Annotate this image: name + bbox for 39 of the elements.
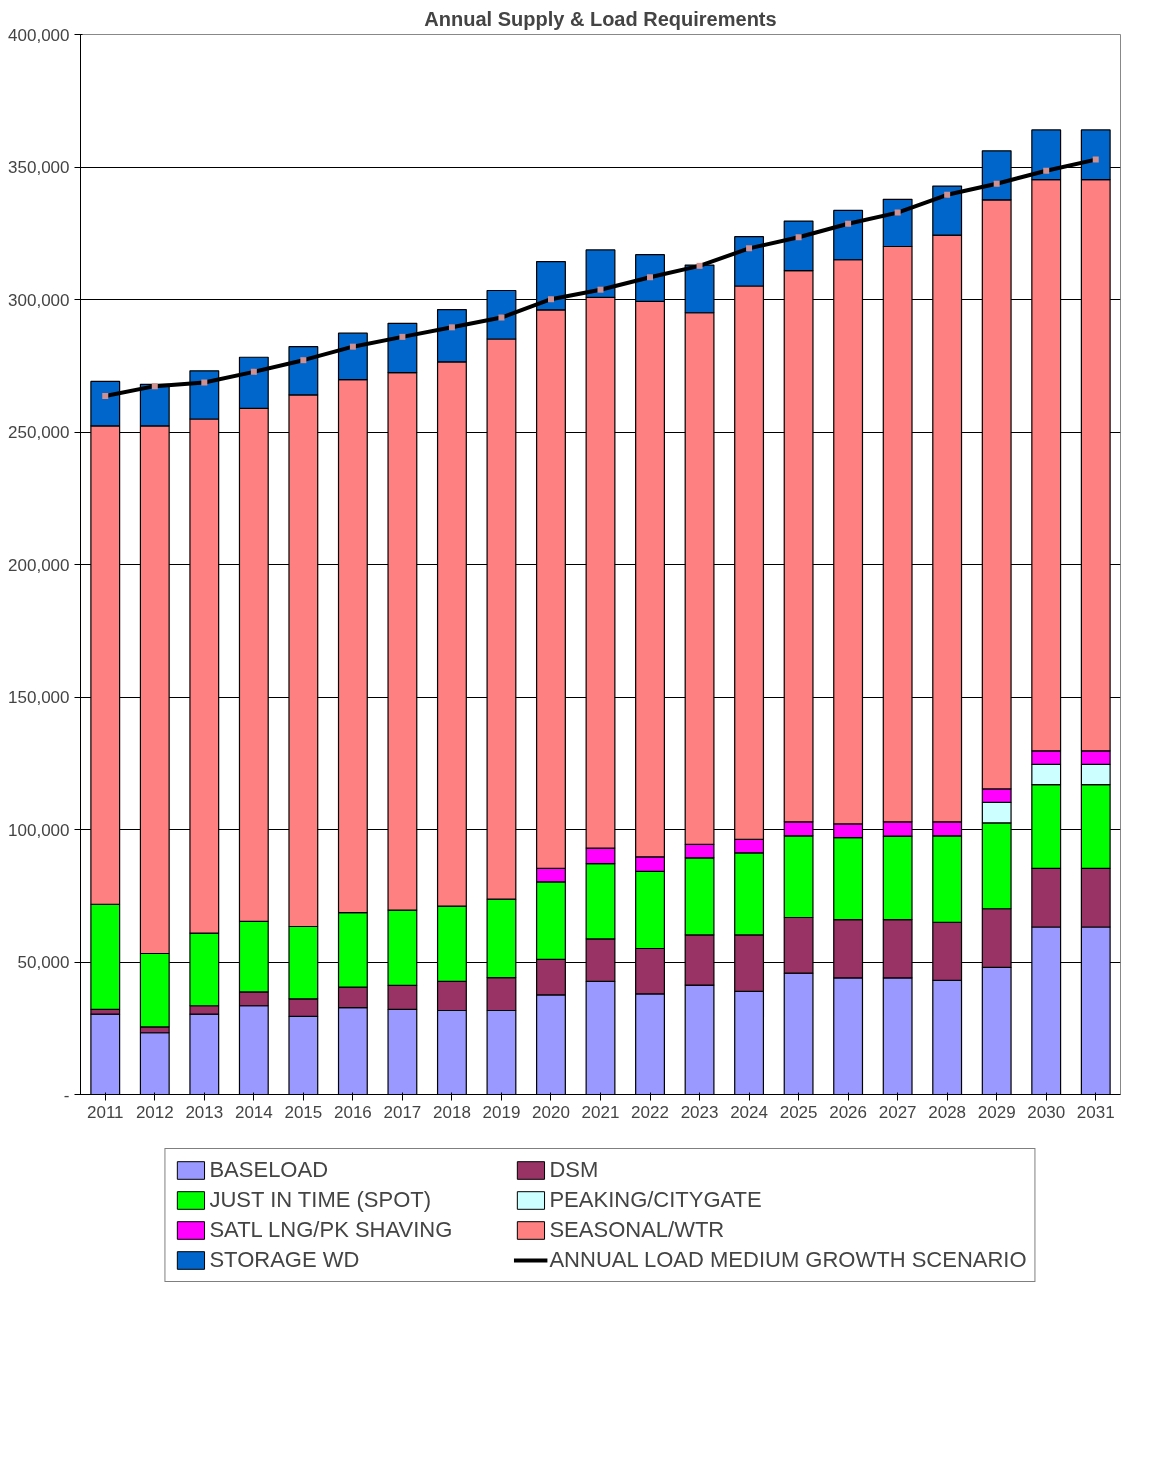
legend-label: ANNUAL LOAD MEDIUM GROWTH SCENARIO	[549, 1247, 1027, 1273]
x-tick-label: 2024	[730, 1102, 768, 1122]
y-tick-label: 50,000	[17, 953, 70, 972]
legend-label: BASELOAD	[209, 1157, 330, 1183]
legend-label: STORAGE WD	[209, 1247, 361, 1273]
x-tick-label: 2027	[878, 1102, 917, 1122]
x-tick-label: 2015	[284, 1102, 323, 1122]
legend-label: SATL LNG/PK SHAVING	[209, 1217, 454, 1243]
y-tick-label: 200,000	[8, 555, 70, 575]
y-tick-label: 350,000	[8, 158, 70, 177]
x-tick-label: 2023	[680, 1102, 719, 1122]
legend-label: DSM	[549, 1157, 600, 1183]
chart-title: Annual Supply & Load Requirements	[424, 7, 777, 30]
x-tick-label: 2019	[482, 1102, 521, 1122]
x-tick-label: 2029	[977, 1102, 1016, 1122]
x-tick-label: 2021	[581, 1102, 620, 1122]
legend-label: PEAKING/CITYGATE	[549, 1187, 763, 1213]
x-tick-label: 2013	[185, 1102, 224, 1122]
x-tick-label: 2030	[1027, 1102, 1066, 1122]
legend-label: SEASONAL/WTR	[549, 1217, 726, 1243]
x-tick-label: 2017	[383, 1102, 422, 1122]
x-tick-label: 2016	[333, 1102, 372, 1122]
x-tick-label: 2031	[1076, 1102, 1115, 1122]
y-tick-label: -	[63, 1085, 70, 1105]
x-tick-label: 2022	[631, 1102, 669, 1122]
y-tick-label: 300,000	[8, 290, 70, 310]
y-tick-label: 150,000	[8, 688, 70, 707]
x-tick-label: 2025	[779, 1102, 818, 1122]
y-tick-label: 250,000	[8, 423, 70, 442]
x-tick-label: 2018	[433, 1102, 471, 1122]
x-tick-label: 2026	[829, 1102, 868, 1122]
y-tick-label: 400,000	[8, 25, 70, 45]
legend-label: JUST IN TIME (SPOT)	[209, 1187, 433, 1213]
x-tick-label: 2012	[135, 1102, 174, 1122]
x-tick-label: 2020	[532, 1102, 570, 1122]
x-tick-label: 2014	[234, 1102, 273, 1122]
x-tick-label: 2011	[86, 1102, 124, 1122]
y-tick-label: 100,000	[8, 820, 70, 840]
x-tick-label: 2028	[928, 1102, 967, 1122]
